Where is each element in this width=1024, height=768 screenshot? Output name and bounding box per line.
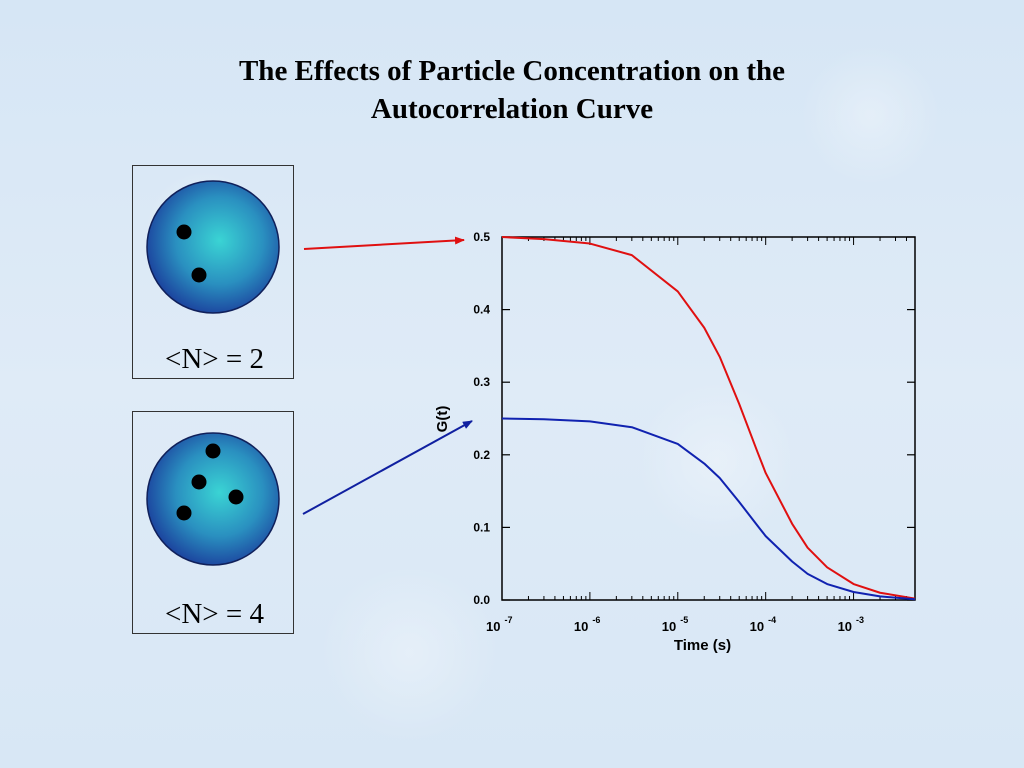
- x-tick-label: 10 -6: [574, 615, 600, 634]
- series-line-blue: [501, 417, 916, 601]
- x-tick-label-exponent: -6: [592, 615, 600, 625]
- particle: [191, 267, 207, 283]
- particle: [191, 474, 207, 490]
- slide-title: The Effects of Particle Concentration on…: [0, 52, 1024, 128]
- panel-n4: <N> = 4: [132, 411, 294, 634]
- slide-title-line-1: The Effects of Particle Concentration on…: [238, 55, 786, 87]
- x-tick-label-base: 10: [838, 619, 852, 634]
- y-tick-label: 0.4: [473, 303, 490, 317]
- x-tick-label-exponent: -3: [856, 615, 864, 625]
- y-tick-label: 0.2: [473, 448, 490, 462]
- particle: [176, 505, 192, 521]
- x-tick-label-exponent: -7: [504, 615, 512, 625]
- y-tick-label: 0.3: [473, 375, 490, 389]
- y-tick-label: 0.5: [473, 230, 490, 244]
- particle: [205, 443, 221, 459]
- x-tick-label-exponent: -5: [680, 615, 688, 625]
- y-tick-label: 0.1: [473, 520, 490, 534]
- y-axis-label: G(t): [434, 406, 451, 433]
- arrow-n2-to-red-curve: [303, 236, 465, 250]
- particle: [176, 224, 192, 240]
- x-tick-label-base: 10: [662, 619, 676, 634]
- particle: [228, 489, 244, 505]
- series-line-red: [501, 236, 916, 600]
- sphere-n2: [146, 180, 280, 314]
- x-tick-label: 10 -7: [486, 615, 512, 634]
- x-axis-label: Time (s): [674, 637, 731, 654]
- panel-n2: <N> = 2: [132, 165, 294, 379]
- sphere-n4: [146, 432, 280, 566]
- sphere-n2-illustration: [146, 180, 280, 314]
- x-tick-label: 10 -3: [838, 615, 864, 634]
- arrow-n4-to-blue-curve: [302, 420, 473, 515]
- plot-frame: [501, 236, 916, 601]
- x-tick-label: 10 -5: [662, 615, 688, 634]
- sphere-n4-illustration: [146, 432, 280, 566]
- x-tick-label: 10 -4: [750, 615, 776, 634]
- slide-title-line-2: Autocorrelation Curve: [370, 93, 654, 125]
- x-tick-label-base: 10: [750, 619, 764, 634]
- x-tick-label-base: 10: [574, 619, 588, 634]
- panel-label-n2: <N> = 2: [165, 343, 265, 375]
- panel-label-n4: <N> = 4: [165, 598, 265, 630]
- x-tick-label-base: 10: [486, 619, 500, 634]
- y-tick-label: 0.0: [473, 593, 490, 607]
- x-tick-label-exponent: -4: [768, 615, 776, 625]
